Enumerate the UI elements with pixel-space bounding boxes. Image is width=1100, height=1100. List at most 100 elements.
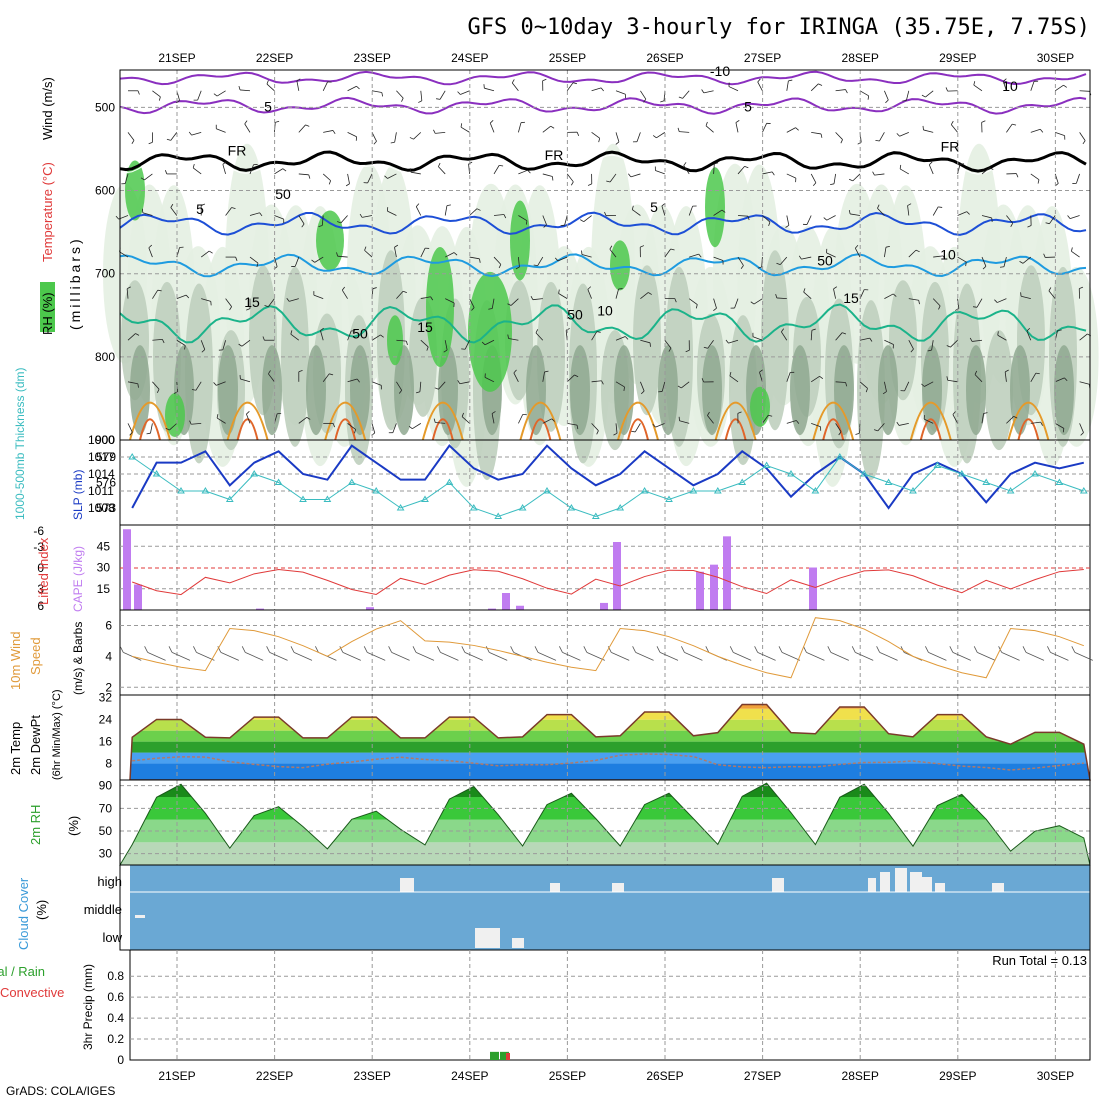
- rh-line: [119, 782, 1091, 866]
- wind-barb: [781, 331, 788, 341]
- wind-barb-flag: [453, 252, 458, 256]
- wind-barb: [811, 131, 822, 135]
- cape-bar: [366, 607, 374, 610]
- contour-label: 5: [264, 99, 272, 115]
- thickness-point: [469, 504, 478, 511]
- rh-blob-dark: [922, 345, 942, 436]
- wind-barb-flag: [1067, 215, 1071, 219]
- rh-shading: [103, 143, 1099, 487]
- wind-barb-flag: [929, 161, 933, 166]
- rh-blob-dark: [834, 345, 854, 436]
- wind-barb: [195, 381, 202, 391]
- wind10-barb: [391, 651, 410, 661]
- wind-barb: [459, 381, 470, 385]
- wind-barb: [535, 332, 544, 341]
- wind-barb: [1054, 84, 1064, 92]
- wind-barb: [997, 298, 1007, 303]
- wind-barb-flag: [157, 289, 162, 292]
- wind-barb: [298, 124, 306, 133]
- wind-barb: [371, 423, 376, 434]
- wind-barb: [874, 173, 885, 176]
- wind-barb-flag: [845, 382, 848, 387]
- wind10-barb: [806, 651, 825, 661]
- wind10-panel: 6 4 2 10m Wind Speed (m/s) & Barbs: [8, 609, 1093, 696]
- cloud-cell: [922, 877, 932, 892]
- wind-barb-flag: [785, 224, 790, 228]
- wind-barb-flag: [580, 219, 584, 223]
- date-axis-top: 21SEP 22SEP 23SEP 24SEP 25SEP 26SEP 27SEP 28SEP…: [158, 51, 1074, 65]
- wind-barb: [981, 413, 984, 424]
- contour-labels: -10 5 5 FR FR FR 5 5 10 10 15 15 15 50 50 50 50 10: [196, 63, 1018, 342]
- precip-bar: [490, 1051, 499, 1060]
- cloud-cell: [512, 938, 524, 948]
- wind10-tick: 2: [105, 680, 112, 694]
- wind-barb: [609, 248, 617, 258]
- wind-barb: [491, 413, 495, 424]
- rh-blob-mid: [505, 280, 533, 401]
- wind10-barb-flag: [827, 646, 832, 653]
- wind10-barb-flag: [144, 646, 148, 653]
- cloud-cell: [935, 883, 945, 892]
- upper-air-panel: 500 600 700 800 900 -10 5 5 FR FR FR 5 5 10 10 15 15 15 5…: [40, 63, 1099, 487]
- wind-barb: [729, 375, 739, 383]
- wind-barb-flag: [576, 132, 580, 137]
- wind-barb-flag: [683, 162, 687, 166]
- wind10-barb: [830, 651, 849, 661]
- upper-grid: [120, 70, 1090, 440]
- wind-barb-flag: [418, 100, 423, 103]
- wind-barb-flag: [910, 348, 914, 353]
- wind-barb: [396, 381, 403, 391]
- wind-barb-flag: [587, 183, 592, 186]
- wind-barb: [1079, 90, 1090, 92]
- wind-barb-flag: [170, 203, 174, 208]
- wind-barb: [170, 132, 178, 141]
- temp-contour-red: [724, 418, 747, 441]
- wind-barb-flag: [359, 213, 363, 218]
- wind-barb: [1030, 421, 1041, 424]
- rh-blob-dark: [218, 345, 238, 436]
- wind-barb-flag: [1040, 421, 1043, 426]
- wind-barb-flag: [576, 425, 579, 430]
- wind-barb-flag: [140, 177, 145, 181]
- wind-barb-flag: [1012, 123, 1017, 126]
- wind10-barb: [611, 651, 630, 661]
- wind10-barb: [1025, 651, 1045, 661]
- wind10-label-b: Speed: [28, 637, 43, 675]
- wind-barb-flag: [701, 89, 705, 94]
- contour-label: 50: [275, 186, 291, 202]
- wind-barb: [341, 289, 348, 299]
- wind10-barb-flag: [339, 646, 344, 653]
- thickness-point: [738, 478, 747, 485]
- wind10-barb-flag: [217, 646, 222, 653]
- wind-barb: [615, 132, 620, 143]
- wind-barb-flag: [1045, 222, 1050, 225]
- wind10-barb-flag: [1071, 646, 1076, 653]
- cloud-high-label: high: [97, 874, 122, 889]
- wind-barb-flag: [652, 423, 656, 428]
- wind-barb-flag: [213, 382, 217, 386]
- wind-barb-flag: [982, 265, 987, 270]
- date-label-top: 28SEP: [842, 51, 879, 65]
- rh-tick: 50: [99, 824, 113, 838]
- contour-label: 50: [567, 306, 583, 322]
- wind-barb-flag: [1080, 432, 1084, 436]
- wind-barb-flag: [1027, 225, 1032, 228]
- wind-barb: [786, 80, 789, 91]
- precip-tick: 0.2: [107, 1032, 124, 1046]
- wind-barb-flag: [201, 349, 206, 353]
- rh-legend-swatch: [40, 282, 55, 332]
- wind-barb-flag: [158, 96, 161, 101]
- wind-barb-flag: [606, 180, 611, 183]
- wind-barb-flag: [596, 331, 601, 333]
- wind-barb: [810, 83, 819, 92]
- wind-barb-flag: [1062, 428, 1065, 433]
- wind-barb: [244, 123, 251, 133]
- wind-barb: [222, 340, 226, 350]
- wind-barb: [191, 131, 202, 136]
- thickness-point: [811, 487, 820, 494]
- li-tick: -3: [33, 540, 44, 554]
- wind-barb-flag: [974, 370, 978, 375]
- wind-barb-flag: [246, 308, 251, 311]
- wind-barb-flag: [131, 140, 135, 144]
- wind-barb: [786, 215, 790, 226]
